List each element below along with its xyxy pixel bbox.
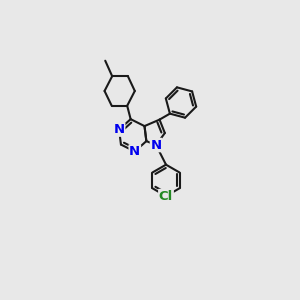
Text: Cl: Cl — [159, 190, 173, 202]
Text: N: N — [113, 123, 125, 136]
Text: N: N — [151, 139, 162, 152]
Text: N: N — [129, 145, 140, 158]
